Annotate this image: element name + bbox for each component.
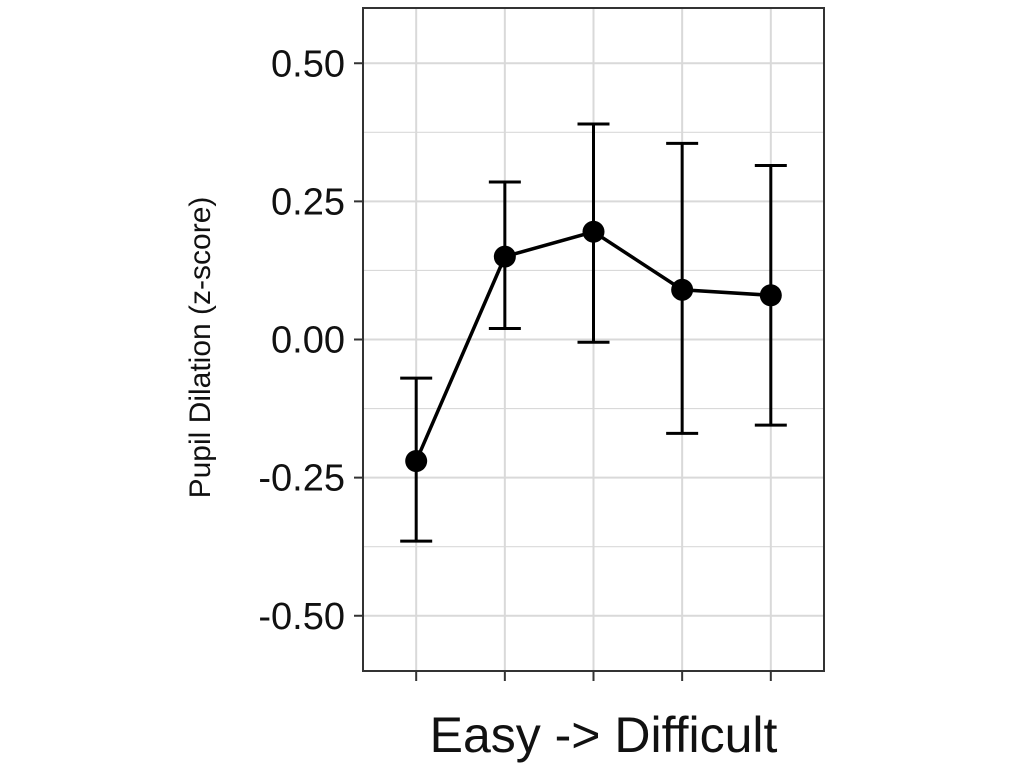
y-tick-labels: 0.50 0.25 0.00 -0.25 -0.50 <box>258 43 345 638</box>
series <box>400 122 787 543</box>
x-axis-title: Easy -> Difficult <box>430 707 778 763</box>
y-tick-label: 0.50 <box>271 43 345 85</box>
y-tick-label: -0.50 <box>258 596 345 638</box>
y-axis-title: Pupil Dilation (z-score) <box>184 197 217 499</box>
data-point <box>493 245 516 268</box>
data-point <box>405 450 428 473</box>
y-tick-label: 0.00 <box>271 320 345 362</box>
data-point <box>759 284 782 307</box>
y-tick-label: 0.25 <box>271 181 345 223</box>
axis-ticks <box>354 62 772 681</box>
data-point <box>671 278 694 301</box>
y-tick-label: -0.25 <box>258 458 345 500</box>
data-point <box>582 220 605 243</box>
